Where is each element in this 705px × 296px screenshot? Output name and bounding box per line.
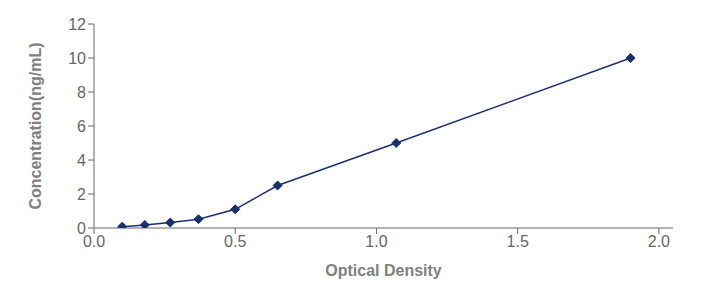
svg-text:1.0: 1.0 — [365, 233, 387, 250]
svg-text:0.0: 0.0 — [83, 233, 105, 250]
svg-text:8: 8 — [77, 84, 86, 101]
svg-text:2: 2 — [77, 186, 86, 203]
svg-text:Concentration(ng/mL): Concentration(ng/mL) — [27, 42, 44, 209]
svg-text:0.5: 0.5 — [224, 233, 246, 250]
svg-text:6: 6 — [77, 118, 86, 135]
svg-text:Optical Density: Optical Density — [325, 262, 442, 279]
svg-text:12: 12 — [68, 16, 86, 33]
svg-text:10: 10 — [68, 50, 86, 67]
svg-text:4: 4 — [77, 152, 86, 169]
svg-text:2.0: 2.0 — [648, 233, 670, 250]
svg-text:0: 0 — [77, 220, 86, 237]
svg-text:1.5: 1.5 — [507, 233, 529, 250]
